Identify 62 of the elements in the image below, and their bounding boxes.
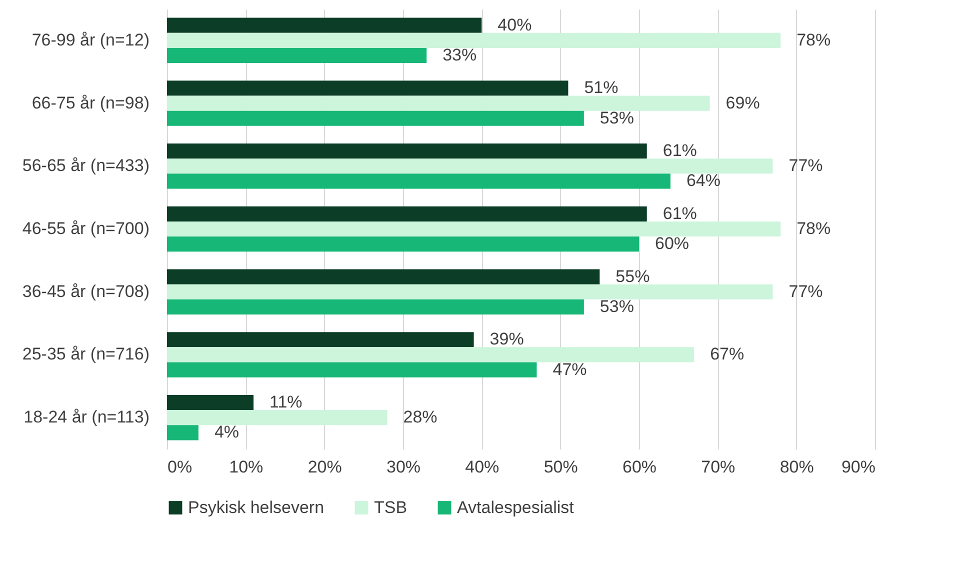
data-label: 4% [214,422,240,442]
x-tick-label: 70% [701,458,736,476]
y-tick-label: 66-75 år (n=98) [32,93,150,112]
x-tick-label: 60% [622,458,657,476]
bar [167,394,254,410]
data-label: 40% [498,15,532,34]
bar [167,174,670,189]
x-tick-label: 50% [544,458,578,476]
bar [167,110,584,126]
bar [167,206,647,222]
x-tick-label: 90% [841,458,876,476]
data-label: 67% [710,344,744,364]
y-tick-label: 25-35 år (n=716) [22,344,150,364]
legend-label: TSB [374,498,408,517]
legend-label: Avtalespesialist [457,498,574,517]
data-label: 78% [796,219,831,238]
data-label: 51% [584,78,618,98]
data-label: 78% [796,30,831,50]
y-tick-label: 56-65 år (n=433) [22,156,150,176]
bar [167,299,584,314]
x-tick-label: 40% [465,458,500,476]
bar [167,48,427,64]
data-label: 11% [270,392,302,412]
data-label: 47% [552,360,587,379]
data-label: 33% [442,46,477,65]
bar [167,32,781,48]
data-label: 53% [600,108,634,128]
bar [167,362,537,378]
bar [167,425,198,440]
data-label: 77% [788,156,823,176]
data-label: 61% [662,204,697,223]
bar [167,18,482,33]
y-tick-label: 18-24 år (n=113) [24,408,150,427]
y-tick-label: 36-45 år (n=708) [22,282,150,301]
bar [167,236,639,252]
bar [167,332,474,348]
x-tick-label: 10% [229,458,264,476]
x-tick-label: 0% [168,458,192,476]
x-tick-label: 80% [780,458,814,476]
bar [167,221,781,237]
bar [167,284,773,300]
bar [167,347,694,362]
bar [167,96,710,111]
bar [167,410,388,426]
data-label: 53% [600,296,634,316]
bar [167,269,600,284]
data-label: 61% [662,141,697,160]
y-tick-label: 46-55 år (n=700) [22,219,150,238]
y-tick-label: 76-99 år (n=12) [32,30,150,50]
bar [167,144,647,159]
bar [167,80,568,96]
data-label: 55% [616,266,650,286]
x-tick-label: 20% [308,458,342,476]
data-label: 39% [490,330,524,349]
bar [167,158,773,174]
data-label: 64% [686,171,720,190]
data-label: 28% [403,408,438,427]
data-label: 77% [788,282,823,301]
data-label: 69% [726,93,760,112]
x-tick-label: 30% [386,458,421,476]
legend-label: Psykisk helsevern [188,498,324,517]
data-label: 60% [655,234,690,254]
